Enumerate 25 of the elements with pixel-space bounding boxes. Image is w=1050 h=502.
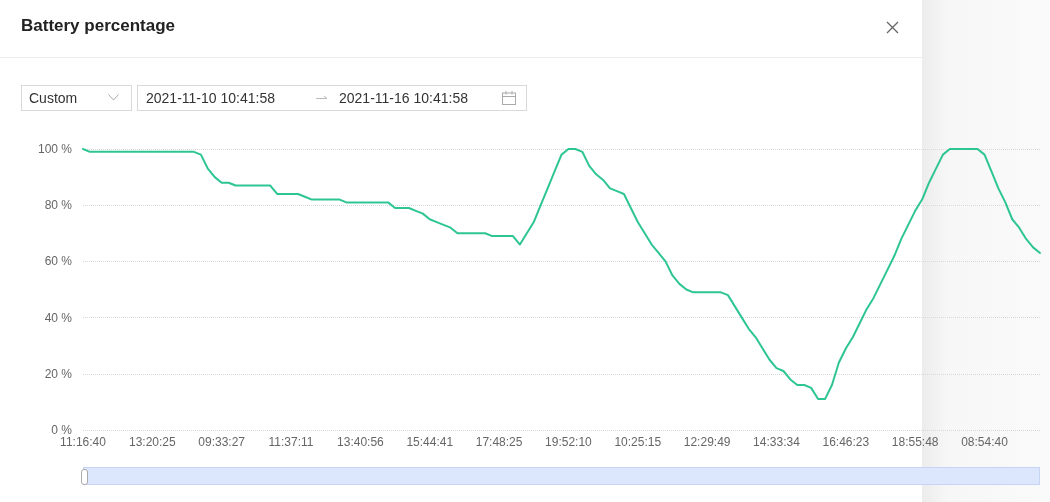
x-tick-label: 17:48:25 [475, 435, 523, 449]
y-tick-label: 60 % [44, 254, 73, 269]
text: 2021-11-10 10:41:58 [146, 90, 275, 106]
y-tick-label: 80 % [44, 198, 73, 213]
x-tick-label: 14:33:34 [753, 435, 801, 449]
text: 2021-11-16 10:41:58 [339, 90, 468, 106]
x-tick-label: 16:46:23 [822, 435, 870, 449]
text: Custom [29, 90, 78, 106]
x-tick-label: 15:44:41 [406, 435, 454, 449]
y-tick-label: 40 % [44, 310, 73, 325]
x-tick-label: 13:40:56 [337, 435, 385, 449]
x-tick-label: 12:29:49 [683, 435, 731, 449]
y-tick-label: 0 % [51, 423, 73, 437]
y-tick-label: 100 % [37, 142, 73, 156]
x-tick-label: 13:20:25 [128, 435, 177, 449]
x-tick-label: 11:37:11 [268, 435, 314, 449]
x-tick-label: 19:52:10 [545, 435, 593, 449]
x-tick-label: 18:55:48 [891, 435, 939, 449]
chart-title: Battery percentage [21, 16, 176, 36]
x-tick-label: 11:16:40 [60, 435, 107, 449]
x-tick-label: 09:33:27 [198, 435, 246, 449]
x-tick-label: 10:25:15 [614, 435, 662, 449]
y-tick-label: 20 % [44, 366, 73, 381]
x-tick-label: 08:54:40 [961, 435, 1009, 449]
line-series [82, 148, 1041, 401]
